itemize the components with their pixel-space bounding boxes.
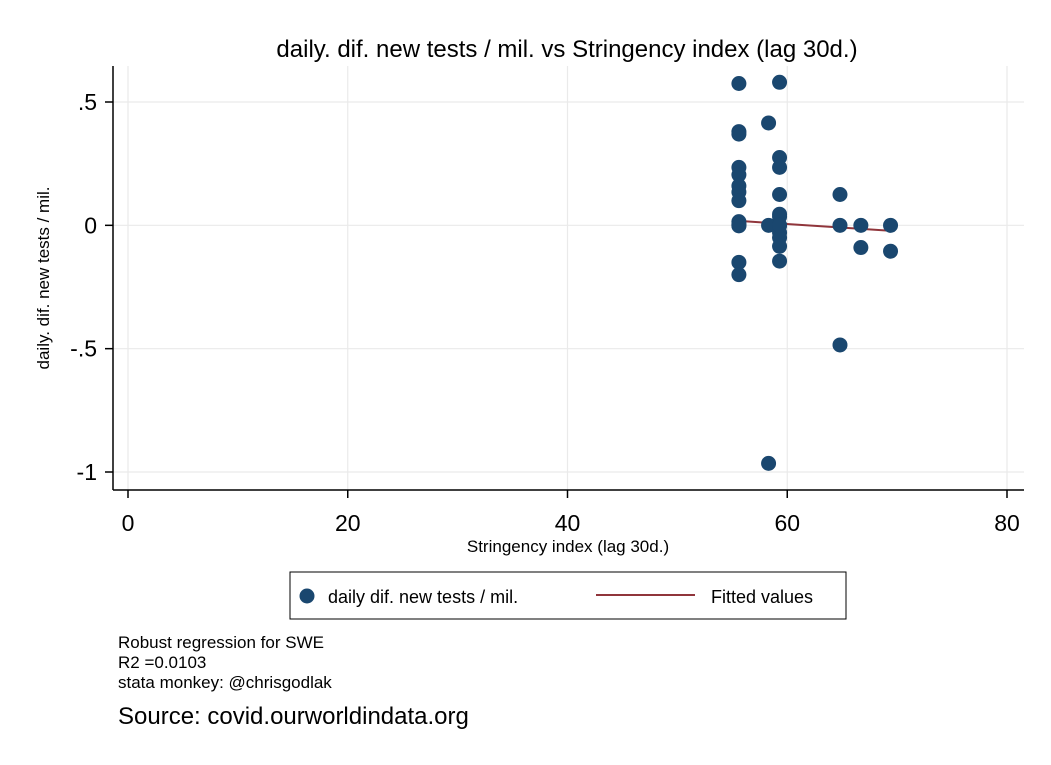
scatter-point — [731, 218, 747, 234]
x-tick-label: 40 — [555, 510, 581, 536]
legend: daily dif. new tests / mil. Fitted value… — [289, 571, 847, 620]
scatter-point — [832, 337, 848, 353]
legend-marker-points — [299, 588, 315, 604]
chart-title: daily. dif. new tests / mil. vs Stringen… — [276, 36, 857, 63]
note-regression: Robust regression for SWE — [118, 633, 324, 652]
scatter-points — [731, 74, 899, 471]
legend-box — [289, 571, 847, 620]
scatter-point — [853, 240, 869, 256]
scatter-point — [853, 217, 869, 233]
scatter-point — [883, 217, 899, 233]
legend-label-points: daily dif. new tests / mil. — [328, 587, 518, 607]
note-r2: R2 =0.0103 — [118, 653, 207, 672]
scatter-point — [772, 253, 788, 269]
chart-notes: Robust regression for SWE R2 =0.0103 sta… — [118, 633, 332, 693]
scatter-point — [883, 243, 899, 259]
scatter-point — [772, 217, 788, 233]
scatter-point — [832, 217, 848, 233]
y-tick-label: -1 — [77, 459, 97, 485]
legend-label-fitted: Fitted values — [711, 587, 813, 607]
scatter-point — [761, 115, 777, 131]
scatter-point — [731, 254, 747, 270]
scatter-point — [761, 217, 777, 233]
scatter-point — [731, 267, 747, 283]
scatter-point — [772, 238, 788, 254]
note-credit: stata monkey: @chrisgodlak — [118, 673, 332, 692]
y-tick-label: 0 — [84, 212, 97, 238]
scatter-point — [731, 76, 747, 91]
y-axis-label: daily. dif. new tests / mil. — [34, 187, 53, 370]
scatter-point — [761, 455, 777, 471]
scatter-point — [832, 187, 848, 202]
x-tick-label: 0 — [122, 510, 135, 536]
x-tick-label: 60 — [774, 510, 800, 536]
x-tick-label: 80 — [994, 510, 1020, 536]
scatter-point — [772, 159, 788, 175]
scatter-point — [731, 167, 747, 183]
scatter-point — [731, 126, 747, 142]
scatter-point — [731, 193, 747, 209]
x-tick-label: 20 — [335, 510, 361, 536]
x-axis-label: Stringency index (lag 30d.) — [467, 537, 669, 556]
axis-ticks: .5 0 -.5 -1 0 20 40 60 80 — [70, 89, 1020, 536]
y-tick-label: -.5 — [70, 336, 97, 362]
scatter-point — [772, 74, 788, 90]
scatter-point — [772, 187, 788, 202]
gridlines — [113, 66, 1024, 490]
y-tick-label: .5 — [78, 89, 97, 115]
source-note: Source: covid.ourworldindata.org — [118, 703, 469, 730]
